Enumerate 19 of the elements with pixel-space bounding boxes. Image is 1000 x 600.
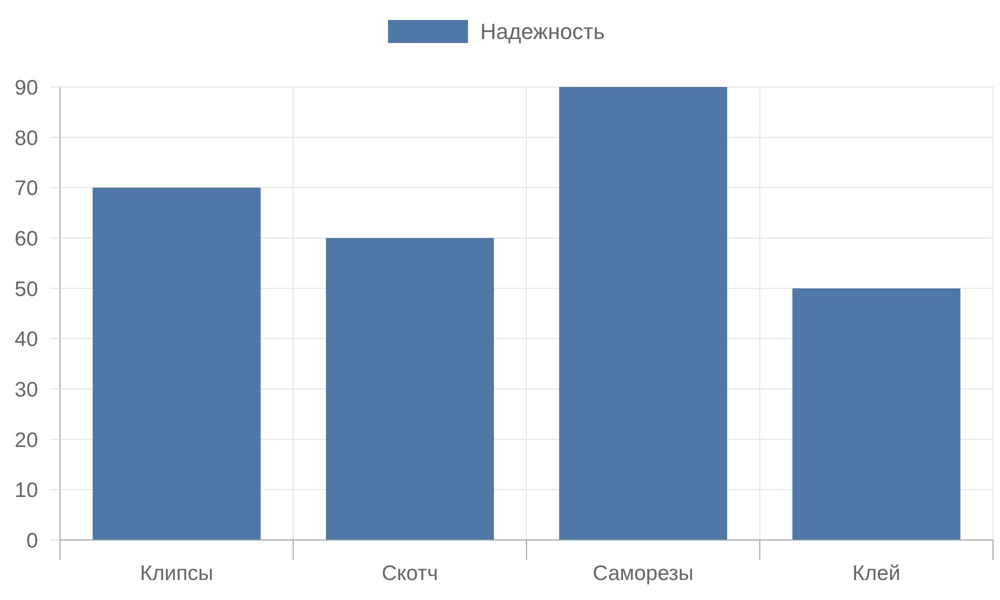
- x-tick-label: Саморезы: [592, 562, 694, 585]
- y-tick-label: 90: [14, 76, 38, 100]
- y-tick-label: 10: [14, 479, 38, 502]
- y-tick-label: 50: [14, 278, 38, 301]
- y-tick-label: 60: [14, 227, 38, 250]
- bar: [326, 238, 494, 540]
- legend-label: Надежность: [480, 19, 605, 44]
- y-tick-label: 30: [14, 378, 38, 402]
- y-tick-label: 80: [14, 126, 38, 150]
- bar: [559, 87, 728, 540]
- y-tick-label: 0: [26, 529, 38, 552]
- bar: [92, 188, 261, 540]
- y-tick-label: 20: [14, 428, 38, 452]
- bar: [792, 288, 960, 540]
- x-tick-label: Клипсы: [140, 562, 214, 585]
- x-tick-label: Клей: [852, 562, 900, 585]
- x-tick-label: Скотч: [382, 562, 438, 585]
- y-tick-label: 70: [14, 177, 38, 200]
- y-tick-label: 40: [14, 328, 38, 352]
